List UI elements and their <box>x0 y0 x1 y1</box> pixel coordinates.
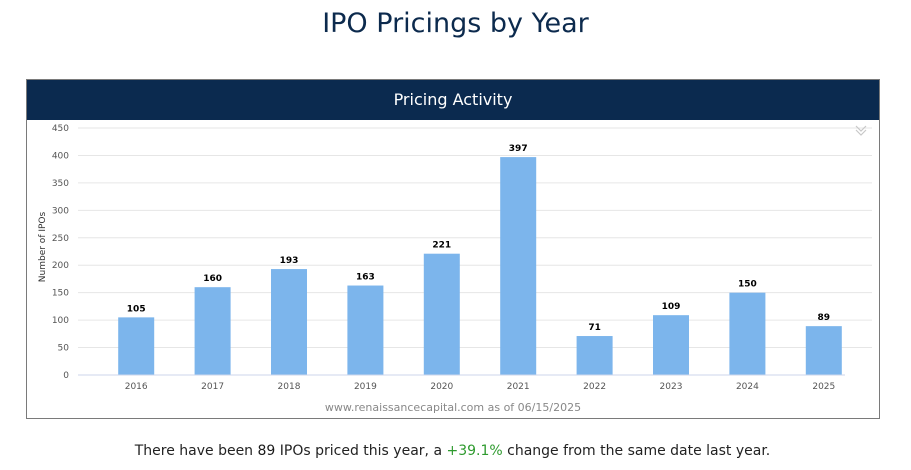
data-label-2024: 150 <box>738 280 757 290</box>
data-label-2020: 221 <box>432 241 451 251</box>
y-tick-label: 200 <box>52 261 69 271</box>
y-tick-label: 350 <box>52 179 69 189</box>
data-labels: 105 160 193 163 221 397 71 109 150 89 <box>127 144 830 333</box>
x-tick-label-2021: 2021 <box>507 382 530 392</box>
y-tick-label: 150 <box>52 289 69 299</box>
bar-2017[interactable] <box>194 287 231 375</box>
y-tick-label: 0 <box>63 371 69 381</box>
x-tick-label-2018: 2018 <box>278 382 301 392</box>
bar-chart: 0 50 100 150 200 250 300 350 400 450 105 160 193 163… <box>38 124 872 414</box>
data-label-2019: 163 <box>356 273 375 283</box>
summary-line: There have been 89 IPOs priced this year… <box>0 443 905 459</box>
x-tick-label-2017: 2017 <box>201 382 224 392</box>
data-label-2018: 193 <box>280 256 299 266</box>
bars <box>118 157 842 375</box>
y-axis-label: Number of IPOs <box>38 211 48 282</box>
x-tick-label-2025: 2025 <box>812 382 835 392</box>
x-axis-ticks: 2016 2017 2018 2019 2020 2021 2022 2023 2024 2025 <box>125 382 836 392</box>
bar-2024[interactable] <box>729 292 766 375</box>
bar-2020[interactable] <box>423 253 460 375</box>
bar-2018[interactable] <box>271 269 307 375</box>
x-tick-label-2023: 2023 <box>660 382 683 392</box>
data-label-2025: 89 <box>818 313 831 323</box>
summary-prefix: There have been <box>134 443 258 459</box>
data-label-2023: 109 <box>662 302 681 312</box>
y-axis-ticks: 0 50 100 150 200 250 300 350 400 450 <box>52 124 69 381</box>
double-chevron-down-icon[interactable] <box>855 125 867 136</box>
page-title: IPO Pricings by Year <box>322 8 589 39</box>
y-tick-label: 100 <box>52 316 69 326</box>
summary-middle: IPOs priced this year, a <box>275 443 447 459</box>
x-tick-label-2016: 2016 <box>125 382 148 392</box>
data-label-2017: 160 <box>203 274 222 284</box>
data-label-2022: 71 <box>588 323 601 333</box>
bar-2025[interactable] <box>805 326 842 375</box>
bar-2023[interactable] <box>653 315 689 375</box>
y-tick-label: 400 <box>52 151 69 161</box>
data-label-2021: 397 <box>509 144 528 154</box>
bar-2016[interactable] <box>118 317 155 375</box>
bar-2022[interactable] <box>576 336 613 375</box>
chart-panel: Pricing Activity 0 50 100 150 200 250 300 350 40… <box>26 79 880 419</box>
summary-change: +39.1% <box>446 443 503 459</box>
x-tick-label-2020: 2020 <box>430 382 453 392</box>
y-tick-label: 300 <box>52 206 69 216</box>
y-tick-label: 250 <box>52 234 69 244</box>
source-note: www.renaissancecapital.com as of 06/15/2… <box>325 401 581 414</box>
bar-2021[interactable] <box>500 157 537 375</box>
data-label-2016: 105 <box>127 304 146 314</box>
summary-suffix: change from the same date last year. <box>502 443 771 459</box>
bar-2019[interactable] <box>347 285 384 375</box>
summary-count: 89 <box>257 443 276 459</box>
y-tick-label: 450 <box>52 124 69 134</box>
x-tick-label-2024: 2024 <box>736 382 759 392</box>
panel-header: Pricing Activity <box>27 80 879 120</box>
x-tick-label-2022: 2022 <box>583 382 606 392</box>
x-tick-label-2019: 2019 <box>354 382 377 392</box>
y-tick-label: 50 <box>58 344 70 354</box>
